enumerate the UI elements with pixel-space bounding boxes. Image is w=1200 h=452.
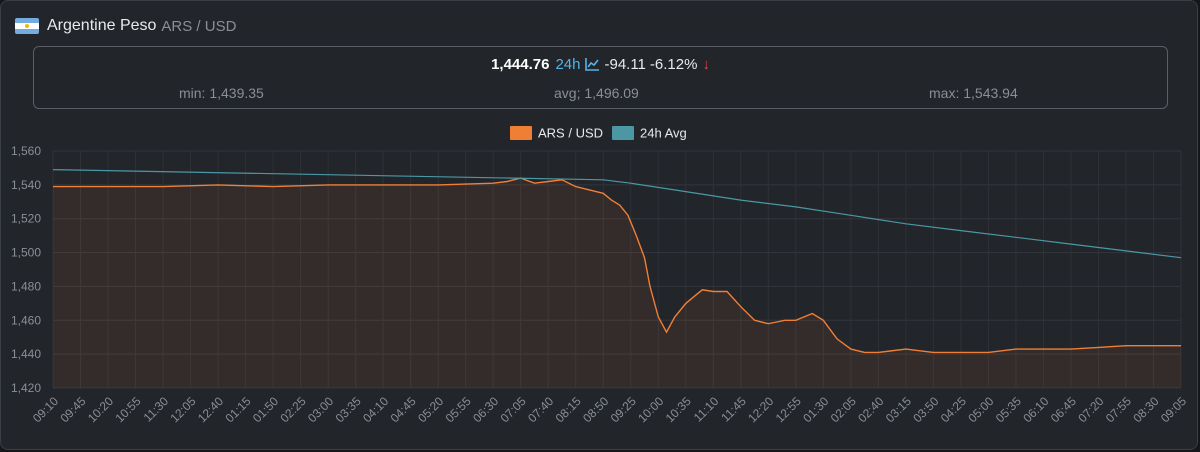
legend-swatch	[510, 126, 532, 140]
y-axis: 1,420 1,440 1,460 1,480 1,500 1,520 1,540 1,560	[11, 144, 41, 395]
min-value: min: 1,439.35	[179, 85, 264, 101]
x-tick-label: 07:20	[1075, 394, 1106, 425]
x-tick-label: 04:45	[388, 394, 419, 425]
x-tick-label: 01:15	[223, 394, 254, 425]
x-tick-label: 09:05	[1158, 394, 1189, 425]
y-tick-label: 1,440	[11, 347, 41, 361]
x-tick-label: 09:10	[30, 394, 61, 425]
x-tick-label: 10:55	[112, 394, 143, 425]
x-tick-label: 10:00	[635, 394, 666, 425]
x-tick-label: 03:35	[333, 394, 364, 425]
panel-header: Argentine Peso ARS / USD	[15, 14, 236, 38]
x-tick-label: 05:55	[443, 394, 474, 425]
price-change: -94.11	[604, 55, 646, 73]
x-tick-label: 11:10	[691, 394, 722, 425]
y-tick-label: 1,460	[11, 313, 41, 327]
x-tick-label: 04:10	[360, 394, 391, 425]
x-tick-label: 12:55	[773, 394, 804, 425]
x-tick-label: 03:15	[883, 394, 914, 425]
chart-line-icon[interactable]	[584, 56, 600, 72]
avg-24h-line	[52, 169, 1182, 259]
x-tick-label: 08:30	[1130, 394, 1161, 425]
summary-row: min: 1,439.35 avg; 1,496.09 max: 1,543.9…	[34, 85, 1167, 103]
x-tick-label: 02:05	[828, 394, 859, 425]
x-tick-label: 06:10	[1020, 394, 1051, 425]
x-tick-label: 01:50	[250, 394, 281, 425]
x-tick-label: 02:25	[278, 394, 309, 425]
x-axis: 09:1009:4510:2010:5511:3012:0512:4001:15…	[30, 394, 1189, 425]
x-tick-label: 10:35	[663, 394, 694, 425]
y-tick-label: 1,500	[11, 246, 41, 260]
legend-swatch	[612, 126, 634, 140]
currency-title: Argentine Peso	[47, 17, 157, 34]
avg-value: avg; 1,496.09	[554, 85, 639, 101]
ars-usd-line	[53, 177, 1181, 354]
x-tick-label: 05:35	[993, 394, 1024, 425]
max-value: max: 1,543.94	[929, 85, 1018, 101]
y-tick-label: 1,520	[11, 212, 41, 226]
ars-usd-area	[53, 178, 1181, 388]
y-tick-label: 1,480	[11, 279, 41, 293]
x-tick-label: 10:20	[85, 394, 116, 425]
chart-series	[52, 169, 1182, 388]
legend-label: 24h Avg	[640, 126, 687, 141]
chart-legend: ARS / USD 24h Avg	[510, 126, 687, 141]
x-tick-label: 09:25	[608, 394, 639, 425]
x-tick-label: 12:20	[745, 394, 776, 425]
x-tick-label: 09:45	[57, 394, 88, 425]
y-tick-label: 1,540	[11, 178, 41, 192]
x-tick-label: 12:40	[195, 394, 226, 425]
x-tick-label: 04:25	[938, 394, 969, 425]
price-change-pct: -6.12%	[649, 55, 698, 73]
x-tick-label: 12:05	[167, 394, 198, 425]
x-tick-label: 05:20	[415, 394, 446, 425]
chart-grid	[52, 150, 1182, 389]
x-tick-label: 07:55	[1103, 394, 1134, 425]
stats-box: 1,444.76 24h -94.11 -6.12% ↓ min: 1,439.…	[33, 46, 1168, 109]
x-tick-label: 02:40	[855, 394, 886, 425]
y-tick-label: 1,560	[11, 144, 41, 158]
x-tick-label: 07:40	[525, 394, 556, 425]
y-tick-label: 1,420	[11, 381, 41, 395]
arrow-down-icon: ↓	[702, 55, 710, 73]
x-tick-label: 06:45	[1048, 394, 1079, 425]
x-tick-label: 08:15	[553, 394, 584, 425]
price-row: 1,444.76 24h -94.11 -6.12% ↓	[34, 54, 1167, 74]
x-tick-label: 08:50	[580, 394, 611, 425]
x-tick-label: 07:05	[498, 394, 529, 425]
legend-label: ARS / USD	[538, 126, 603, 141]
price-chart: ARS / USD 24h Avg 1,420 1,440 1,460 1,480 1,5…	[11, 126, 1189, 426]
x-tick-label: 03:50	[910, 394, 941, 425]
x-tick-label: 05:00	[965, 394, 996, 425]
currency-pair: ARS / USD	[161, 17, 237, 35]
current-price: 1,444.76	[491, 55, 550, 73]
x-tick-label: 03:00	[305, 394, 336, 425]
x-tick-label: 01:30	[800, 394, 831, 425]
x-tick-label: 11:30	[141, 394, 172, 425]
argentina-flag-icon	[15, 18, 39, 34]
x-tick-label: 11:45	[718, 394, 749, 425]
x-tick-label: 06:30	[470, 394, 501, 425]
period-label[interactable]: 24h	[555, 55, 581, 73]
